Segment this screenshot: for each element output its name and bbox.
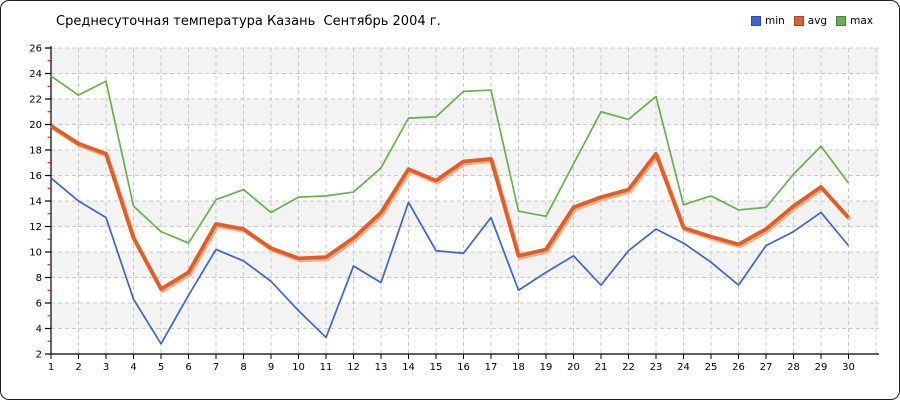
svg-text:18: 18	[29, 146, 42, 157]
svg-text:4: 4	[36, 324, 42, 335]
svg-text:29: 29	[815, 362, 828, 373]
avg-series-line	[49, 124, 850, 291]
svg-text:2: 2	[36, 350, 42, 361]
svg-text:26: 26	[732, 362, 745, 373]
svg-text:27: 27	[760, 362, 773, 373]
svg-text:23: 23	[650, 362, 663, 373]
svg-text:14: 14	[402, 362, 415, 373]
svg-text:24: 24	[677, 362, 690, 373]
svg-text:22: 22	[622, 362, 635, 373]
svg-text:9: 9	[268, 362, 274, 373]
svg-text:19: 19	[540, 362, 553, 373]
svg-text:12: 12	[347, 362, 360, 373]
svg-text:11: 11	[320, 362, 333, 373]
svg-text:2: 2	[75, 362, 81, 373]
chart-title: Среднесуточная температура Казань Сентяб…	[56, 14, 441, 29]
legend-item-min: min	[750, 15, 785, 27]
x-axis-ticks: 1 2 3 4 5 6 7 8 9 10 11 12 13 14 15 16 17 18 19 20 21 22 23 24 2…	[48, 354, 855, 373]
svg-text:30: 30	[842, 362, 855, 373]
svg-text:8: 8	[36, 273, 42, 284]
svg-text:13: 13	[375, 362, 388, 373]
legend-label-min: min	[764, 15, 785, 27]
plot-bands	[51, 48, 879, 329]
svg-text:6: 6	[36, 299, 42, 310]
svg-text:26: 26	[29, 44, 42, 55]
svg-text:8: 8	[240, 362, 246, 373]
svg-text:1: 1	[48, 362, 54, 373]
svg-text:14: 14	[29, 197, 42, 208]
svg-text:15: 15	[430, 362, 443, 373]
svg-text:25: 25	[705, 362, 718, 373]
svg-text:10: 10	[292, 362, 305, 373]
svg-text:12: 12	[29, 222, 42, 233]
legend-item-avg: avg	[793, 15, 828, 27]
legend: min avg max	[750, 15, 873, 27]
legend-label-avg: avg	[807, 15, 828, 27]
avg-series-swatch-icon	[793, 16, 804, 26]
svg-text:21: 21	[595, 362, 608, 373]
svg-text:28: 28	[787, 362, 800, 373]
svg-text:24: 24	[29, 69, 42, 80]
svg-text:22: 22	[29, 95, 42, 106]
svg-text:10: 10	[29, 248, 42, 259]
svg-text:7: 7	[213, 362, 219, 373]
svg-text:16: 16	[29, 171, 42, 182]
min-series-swatch-icon	[750, 16, 761, 26]
gridlines	[50, 47, 879, 354]
svg-text:17: 17	[485, 362, 498, 373]
svg-text:16: 16	[457, 362, 470, 373]
max-series-line	[50, 75, 850, 244]
svg-text:5: 5	[158, 362, 164, 373]
svg-text:18: 18	[512, 362, 525, 373]
legend-label-max: max	[850, 15, 873, 27]
svg-text:20: 20	[567, 362, 580, 373]
min-series-line	[50, 177, 850, 345]
svg-text:20: 20	[29, 120, 42, 131]
svg-text:3: 3	[103, 362, 109, 373]
legend-item-max: max	[836, 15, 873, 27]
max-series-swatch-icon	[836, 16, 847, 26]
svg-text:6: 6	[185, 362, 191, 373]
svg-text:4: 4	[130, 362, 136, 373]
